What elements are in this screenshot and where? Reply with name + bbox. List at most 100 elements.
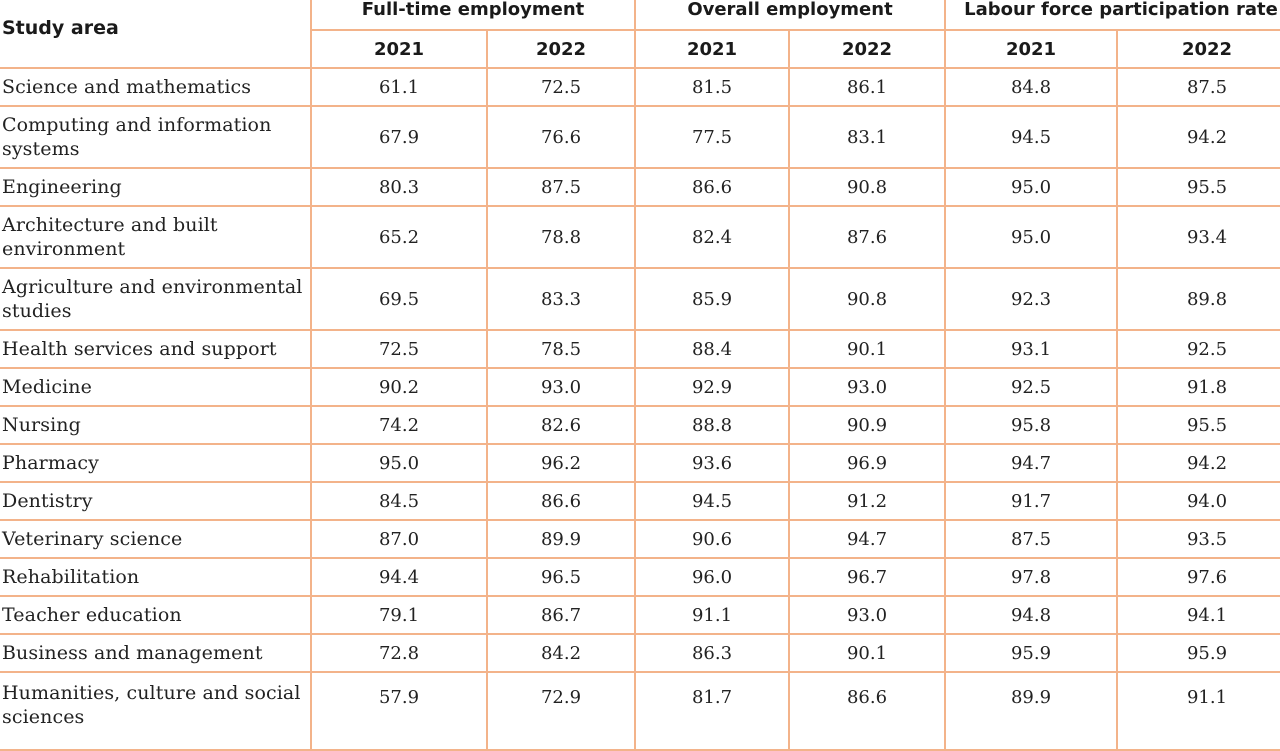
- value-cell: 83.1: [788, 105, 946, 169]
- value-cell: 79.1: [310, 595, 488, 635]
- header-year-row: 2021 2022 2021 2022 2021 2022: [0, 29, 1280, 69]
- value-cell: 72.8: [310, 633, 488, 673]
- value-cell: 89.9: [944, 671, 1118, 751]
- study-area-cell: Science and mathematics: [0, 67, 312, 107]
- value-cell: 94.2: [1116, 105, 1280, 169]
- value-cell: 96.0: [634, 557, 790, 597]
- value-cell: 84.5: [310, 481, 488, 521]
- value-cell: 90.8: [788, 267, 946, 331]
- value-cell: 96.5: [486, 557, 636, 597]
- table-row: Medicine 90.2 93.0 92.9 93.0 92.5 91.8: [0, 367, 1280, 407]
- value-cell: 93.0: [788, 595, 946, 635]
- study-area-cell: Dentistry: [0, 481, 312, 521]
- value-cell: 86.1: [788, 67, 946, 107]
- value-cell: 95.9: [944, 633, 1118, 673]
- value-cell: 95.0: [944, 205, 1118, 269]
- table-row: Nursing 74.2 82.6 88.8 90.9 95.8 95.5: [0, 405, 1280, 445]
- year-header: 2021: [944, 29, 1118, 69]
- value-cell: 94.1: [1116, 595, 1280, 635]
- value-cell: 94.7: [944, 443, 1118, 483]
- study-area-cell: Architecture and built environment: [0, 205, 312, 269]
- study-area-cell: Rehabilitation: [0, 557, 312, 597]
- value-cell: 91.7: [944, 481, 1118, 521]
- study-area-cell: Agriculture and environmental studies: [0, 267, 312, 331]
- value-cell: 93.4: [1116, 205, 1280, 269]
- value-cell: 93.0: [486, 367, 636, 407]
- value-cell: 72.5: [486, 67, 636, 107]
- value-cell: 96.2: [486, 443, 636, 483]
- value-cell: 90.8: [788, 167, 946, 207]
- value-cell: 92.5: [944, 367, 1118, 407]
- value-cell: 93.1: [944, 329, 1118, 369]
- value-cell: 91.1: [1116, 671, 1280, 751]
- value-cell: 90.1: [788, 329, 946, 369]
- value-cell: 69.5: [310, 267, 488, 331]
- value-cell: 86.6: [634, 167, 790, 207]
- value-cell: 83.3: [486, 267, 636, 331]
- table-row: Science and mathematics 61.1 72.5 81.5 8…: [0, 67, 1280, 107]
- year-header: 2022: [1116, 29, 1280, 69]
- table-row: Pharmacy 95.0 96.2 93.6 96.9 94.7 94.2: [0, 443, 1280, 483]
- value-cell: 97.6: [1116, 557, 1280, 597]
- value-cell: 91.1: [634, 595, 790, 635]
- study-area-cell: Business and management: [0, 633, 312, 673]
- table-row: Business and management 72.8 84.2 86.3 9…: [0, 633, 1280, 673]
- value-cell: 96.7: [788, 557, 946, 597]
- study-area-cell: Humanities, culture and social sciences: [0, 671, 312, 751]
- value-cell: 88.4: [634, 329, 790, 369]
- value-cell: 86.7: [486, 595, 636, 635]
- value-cell: 85.9: [634, 267, 790, 331]
- table-row: Teacher education 79.1 86.7 91.1 93.0 94…: [0, 595, 1280, 635]
- value-cell: 92.9: [634, 367, 790, 407]
- value-cell: 72.9: [486, 671, 636, 751]
- value-cell: 95.0: [944, 167, 1118, 207]
- value-cell: 92.3: [944, 267, 1118, 331]
- value-cell: 86.6: [486, 481, 636, 521]
- value-cell: 78.5: [486, 329, 636, 369]
- table-row: Humanities, culture and social sciences …: [0, 671, 1280, 751]
- study-area-cell: Teacher education: [0, 595, 312, 635]
- value-cell: 95.9: [1116, 633, 1280, 673]
- table-row: Health services and support 72.5 78.5 88…: [0, 329, 1280, 369]
- study-area-cell: Medicine: [0, 367, 312, 407]
- value-cell: 82.4: [634, 205, 790, 269]
- value-cell: 95.5: [1116, 405, 1280, 445]
- value-cell: 87.0: [310, 519, 488, 559]
- value-cell: 93.6: [634, 443, 790, 483]
- value-cell: 86.6: [788, 671, 946, 751]
- table-row: Veterinary science 87.0 89.9 90.6 94.7 8…: [0, 519, 1280, 559]
- value-cell: 94.7: [788, 519, 946, 559]
- value-cell: 65.2: [310, 205, 488, 269]
- value-cell: 95.0: [310, 443, 488, 483]
- value-cell: 96.9: [788, 443, 946, 483]
- value-cell: 90.2: [310, 367, 488, 407]
- value-cell: 78.8: [486, 205, 636, 269]
- value-cell: 94.5: [944, 105, 1118, 169]
- value-cell: 76.6: [486, 105, 636, 169]
- study-area-cell: Engineering: [0, 167, 312, 207]
- value-cell: 91.2: [788, 481, 946, 521]
- value-cell: 95.8: [944, 405, 1118, 445]
- year-header: 2021: [634, 29, 790, 69]
- study-area-cell: Computing and information systems: [0, 105, 312, 169]
- study-area-cell: Nursing: [0, 405, 312, 445]
- value-cell: 93.5: [1116, 519, 1280, 559]
- year-header: 2021: [310, 29, 488, 69]
- value-cell: 87.5: [486, 167, 636, 207]
- value-cell: 90.6: [634, 519, 790, 559]
- value-cell: 74.2: [310, 405, 488, 445]
- value-cell: 97.8: [944, 557, 1118, 597]
- value-cell: 94.0: [1116, 481, 1280, 521]
- value-cell: 87.5: [944, 519, 1118, 559]
- value-cell: 82.6: [486, 405, 636, 445]
- value-cell: 87.6: [788, 205, 946, 269]
- value-cell: 90.1: [788, 633, 946, 673]
- study-area-cell: Health services and support: [0, 329, 312, 369]
- value-cell: 86.3: [634, 633, 790, 673]
- table-row: Computing and information systems 67.9 7…: [0, 105, 1280, 169]
- value-cell: 92.5: [1116, 329, 1280, 369]
- table-row: Rehabilitation 94.4 96.5 96.0 96.7 97.8 …: [0, 557, 1280, 597]
- value-cell: 84.2: [486, 633, 636, 673]
